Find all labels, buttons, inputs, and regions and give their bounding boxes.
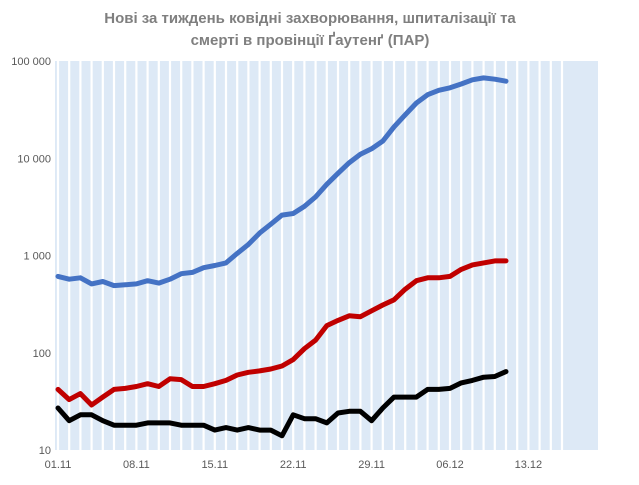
chart-title: Нові за тиждень ковідні захворювання, шп… [40, 8, 580, 52]
x-tick-label: 29.11 [358, 459, 385, 471]
series-line-3 [55, 369, 509, 439]
chart-title-line-2: смерті в провінції Ґаутенґ (ПАР) [190, 32, 430, 49]
chart-title-line-1: Нові за тиждень ковідні захворювання, шп… [104, 10, 516, 27]
series-line-1 [55, 75, 509, 289]
x-tick-label: 15.11 [201, 459, 228, 471]
x-tick-label: 13.12 [515, 459, 543, 471]
y-tick-label: 10 [39, 445, 51, 457]
y-tick-label: 1 000 [23, 251, 51, 263]
x-tick-label: 06.12 [436, 459, 464, 471]
y-axis: 10 100 1 000 10 000 100 000 [11, 56, 51, 457]
x-tick-label: 08.11 [123, 459, 150, 471]
y-tick-label: 100 000 [11, 56, 51, 68]
y-tick-label: 100 [33, 348, 51, 360]
series-lines [55, 75, 509, 439]
series-line-2 [55, 258, 509, 408]
x-axis: 01.11 08.11 15.11 22.11 29.11 06.12 13.12 [45, 459, 543, 471]
x-tick-label: 01.11 [45, 459, 72, 471]
x-tick-label: 22.11 [280, 459, 307, 471]
y-tick-label: 10 000 [17, 153, 51, 165]
